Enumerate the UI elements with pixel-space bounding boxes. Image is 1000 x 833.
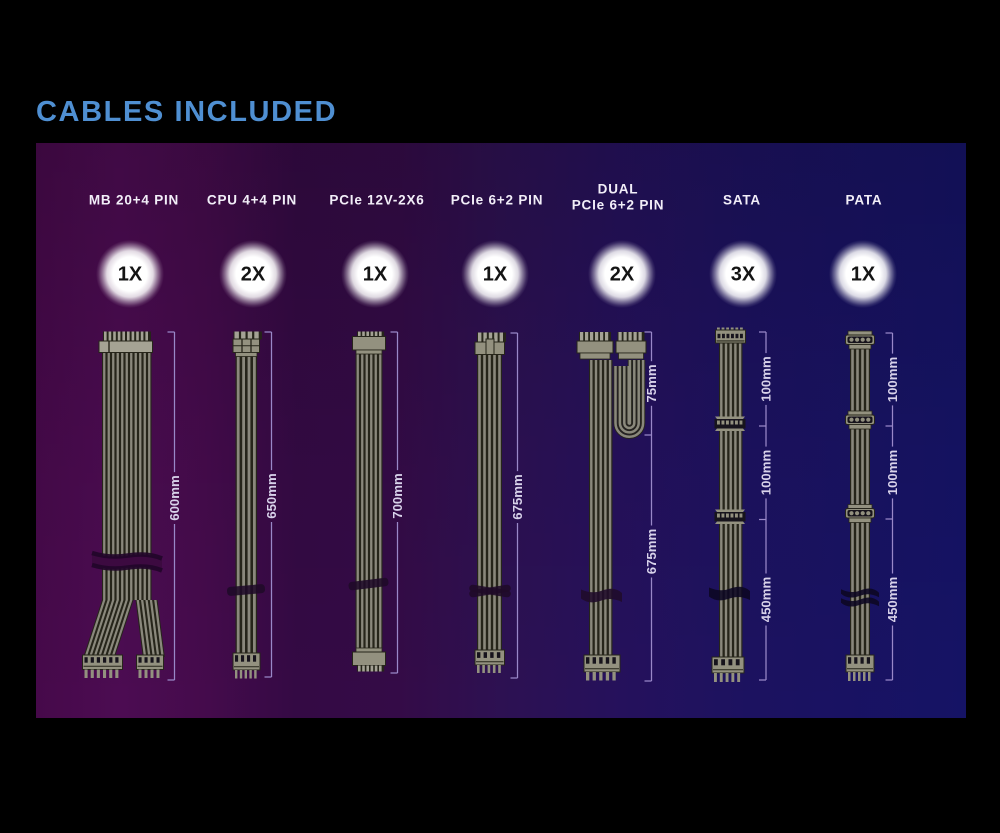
svg-text:450mm: 450mm	[885, 577, 900, 622]
svg-text:700mm: 700mm	[390, 473, 405, 518]
svg-text:CPU 4+4 PIN: CPU 4+4 PIN	[207, 193, 297, 208]
svg-text:1X: 1X	[118, 264, 143, 286]
svg-text:MB 20+4 PIN: MB 20+4 PIN	[89, 193, 179, 208]
svg-text:100mm: 100mm	[759, 356, 774, 401]
svg-text:650mm: 650mm	[264, 473, 279, 518]
svg-text:3X: 3X	[731, 264, 756, 286]
svg-text:75mm: 75mm	[644, 364, 659, 402]
svg-text:1X: 1X	[851, 264, 876, 286]
svg-text:450mm: 450mm	[759, 577, 774, 622]
svg-text:1X: 1X	[363, 264, 388, 286]
svg-text:SATA: SATA	[723, 193, 761, 208]
svg-text:DUAL: DUAL	[598, 182, 639, 197]
svg-text:600mm: 600mm	[167, 475, 182, 520]
svg-text:100mm: 100mm	[885, 450, 900, 495]
svg-text:PATA: PATA	[846, 193, 883, 208]
svg-text:2X: 2X	[610, 264, 635, 286]
svg-text:675mm: 675mm	[644, 529, 659, 574]
svg-text:PCIe 12V-2X6: PCIe 12V-2X6	[329, 193, 424, 208]
svg-text:100mm: 100mm	[885, 357, 900, 402]
svg-text:PCIe 6+2 PIN: PCIe 6+2 PIN	[572, 198, 665, 213]
svg-text:2X: 2X	[241, 264, 266, 286]
svg-text:PCIe 6+2 PIN: PCIe 6+2 PIN	[451, 193, 544, 208]
svg-text:675mm: 675mm	[510, 474, 525, 519]
svg-text:100mm: 100mm	[759, 450, 774, 495]
svg-text:CABLES INCLUDED: CABLES INCLUDED	[36, 96, 337, 128]
svg-text:1X: 1X	[483, 264, 508, 286]
